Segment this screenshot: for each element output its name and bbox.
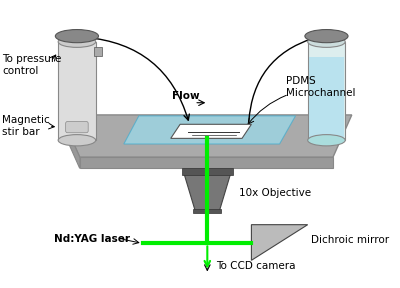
- Text: Nd:YAG laser: Nd:YAG laser: [54, 234, 130, 244]
- Ellipse shape: [58, 134, 96, 146]
- Bar: [94, 48, 102, 56]
- Polygon shape: [61, 115, 352, 157]
- Polygon shape: [252, 225, 308, 260]
- Polygon shape: [61, 115, 80, 168]
- Polygon shape: [184, 173, 231, 211]
- Ellipse shape: [308, 36, 345, 48]
- Ellipse shape: [308, 134, 345, 146]
- Bar: [308, 42, 345, 140]
- Text: Dichroic mirror: Dichroic mirror: [312, 235, 390, 245]
- Text: Flow: Flow: [172, 91, 200, 101]
- Text: PDMS
Microchannel: PDMS Microchannel: [286, 76, 356, 98]
- Text: To CCD camera: To CCD camera: [216, 261, 295, 271]
- Polygon shape: [80, 157, 333, 168]
- Ellipse shape: [305, 30, 348, 43]
- Text: To pressure
control: To pressure control: [2, 54, 61, 76]
- Text: Magnetic
stir bar: Magnetic stir bar: [2, 115, 50, 137]
- Bar: [182, 168, 233, 175]
- Text: 10x Objective: 10x Objective: [239, 188, 311, 198]
- FancyBboxPatch shape: [66, 122, 88, 133]
- Bar: [193, 209, 221, 213]
- Ellipse shape: [55, 30, 98, 43]
- Bar: [309, 57, 344, 139]
- Polygon shape: [124, 116, 296, 144]
- Polygon shape: [171, 124, 252, 138]
- Bar: [58, 42, 96, 140]
- Ellipse shape: [58, 36, 96, 48]
